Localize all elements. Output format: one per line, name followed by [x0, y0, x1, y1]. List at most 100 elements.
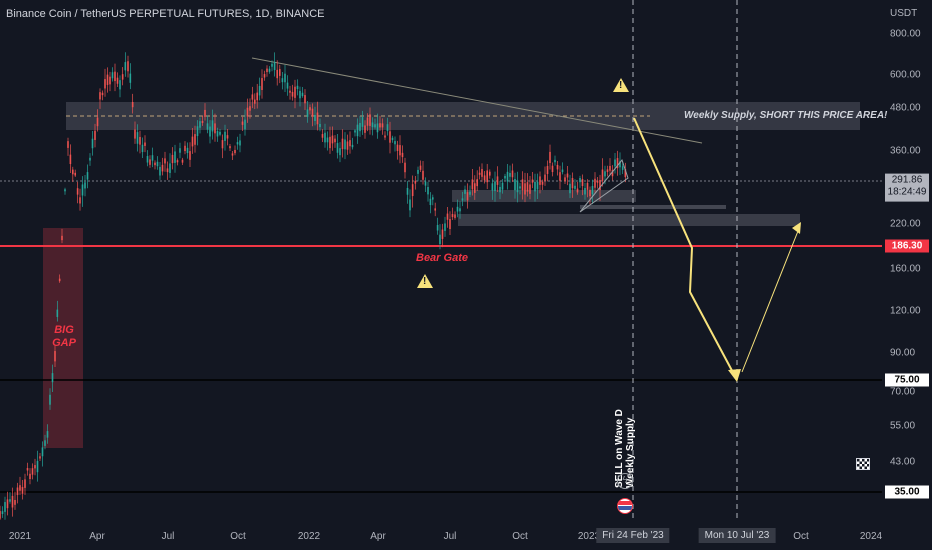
candle-body — [241, 121, 244, 125]
price-unit: USDT — [890, 8, 918, 19]
candle-body — [371, 122, 374, 128]
candle-body — [456, 206, 459, 212]
chart-canvas[interactable] — [0, 0, 882, 520]
candle-body — [261, 78, 263, 90]
candle-body — [29, 473, 31, 479]
candle-body — [461, 198, 464, 201]
candle-body — [201, 120, 204, 123]
candle-body — [561, 169, 564, 173]
big-gap-box[interactable] — [43, 228, 83, 448]
candle-body — [539, 176, 541, 185]
candle-body — [279, 69, 281, 76]
candle-body — [614, 159, 616, 167]
candle-body — [516, 180, 519, 193]
candle-body — [329, 136, 331, 149]
warning-icon[interactable]: ! — [417, 274, 433, 288]
time-axis[interactable]: 2021 Apr Jul Oct 2022 Apr Jul Oct 2023 O… — [0, 520, 882, 550]
candle-body — [304, 95, 306, 104]
candle-body — [486, 170, 488, 183]
warning-icon[interactable]: ! — [613, 78, 629, 92]
candle-body — [234, 149, 236, 154]
candle-body — [109, 76, 111, 85]
projection-return — [741, 225, 801, 373]
candle-body — [586, 182, 589, 190]
candle-body — [156, 161, 159, 167]
candle-body — [84, 182, 86, 189]
candle-body — [432, 197, 434, 200]
candle-body — [556, 164, 559, 170]
candle-body — [41, 447, 44, 457]
candle-body — [166, 168, 169, 173]
checkered-flag-icon[interactable] — [856, 458, 870, 470]
flag-icon[interactable] — [617, 498, 633, 514]
weekly-supply-zone[interactable] — [66, 102, 860, 130]
price-tick: 90.00 — [890, 347, 916, 359]
candle-body — [11, 495, 14, 508]
candle-body — [296, 85, 299, 89]
candle-body — [236, 142, 239, 145]
time-tick: Apr — [370, 531, 386, 542]
supply-label[interactable]: Weekly Supply, SHORT THIS PRICE AREA! — [684, 110, 888, 121]
candle-body — [391, 137, 394, 141]
candle-body — [139, 136, 141, 145]
candle-body — [427, 187, 429, 195]
candle-body — [536, 181, 539, 190]
candle-body — [369, 114, 371, 126]
candle-body — [491, 183, 494, 191]
candle-body — [106, 74, 109, 85]
candle-body — [204, 109, 206, 117]
level-35-badge: 35.00 — [885, 485, 929, 499]
candle-body — [589, 189, 591, 197]
price-tick: 43.00 — [890, 456, 916, 468]
candle-body — [389, 131, 391, 143]
candle-body — [179, 148, 181, 153]
candle-body — [24, 479, 26, 488]
candle-body — [384, 135, 386, 138]
candle-body — [64, 189, 66, 192]
candle-body — [72, 169, 74, 175]
candle-body — [286, 82, 289, 89]
candle-body — [551, 165, 554, 173]
candle-body — [141, 144, 144, 153]
candle-body — [276, 69, 278, 79]
candle-body — [164, 158, 166, 164]
candle-body — [604, 171, 606, 177]
time-tick: Oct — [512, 531, 528, 542]
candle-body — [579, 177, 581, 183]
candle-body — [191, 136, 194, 147]
candle-body — [379, 123, 381, 128]
candle-body — [531, 179, 534, 183]
candle-body — [136, 132, 139, 144]
lightning-icon[interactable]: ϟ — [617, 473, 633, 489]
candle-body — [574, 185, 576, 189]
time-tick: 2024 — [859, 531, 883, 542]
bar-countdown: 18:24:49 — [887, 186, 927, 198]
big-gap-label[interactable]: BIG GAP — [52, 324, 76, 349]
candle-body — [411, 184, 414, 197]
candle-body — [511, 170, 514, 178]
candle-body — [501, 182, 504, 190]
candle-body — [244, 119, 246, 130]
candle-body — [176, 160, 179, 163]
price-tick: 120.00 — [890, 305, 921, 317]
candle-body — [263, 74, 266, 78]
price-scale[interactable]: USDT 800.00 600.00 480.00 360.00 220.00 … — [882, 0, 932, 550]
candle-body — [54, 351, 56, 362]
candle-body — [489, 171, 491, 176]
bear-gate-label[interactable]: Bear Gate — [416, 252, 468, 264]
candle-body — [381, 123, 384, 128]
candle-body — [611, 170, 614, 177]
descending-trendline[interactable] — [251, 57, 703, 144]
candle-body — [79, 197, 81, 204]
candle-body — [219, 131, 221, 135]
demand-zone-2[interactable] — [458, 214, 800, 226]
candle-body — [291, 91, 294, 97]
candle-body — [374, 124, 376, 128]
candle-body — [58, 278, 61, 282]
candle-body — [6, 499, 9, 509]
candle-body — [116, 77, 119, 84]
candle-body — [546, 166, 549, 174]
candle-body — [599, 180, 601, 191]
candle-body — [621, 166, 624, 170]
candle-body — [601, 169, 604, 181]
